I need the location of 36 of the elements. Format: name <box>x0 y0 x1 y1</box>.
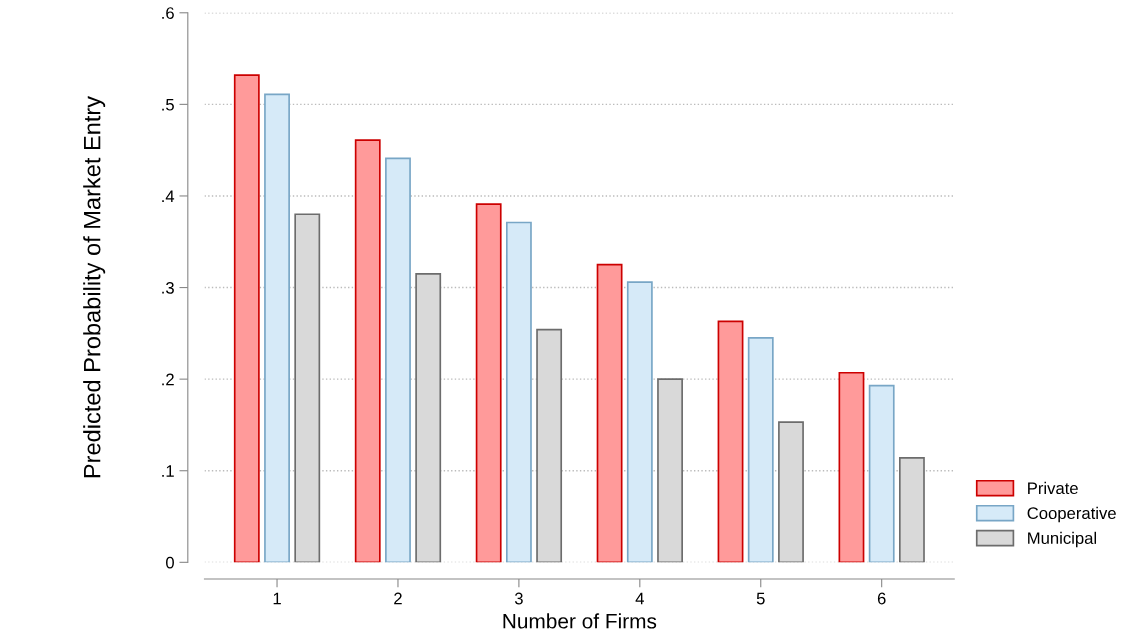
bar <box>475 203 502 563</box>
y-tick-label: .6 <box>162 7 174 19</box>
bar <box>717 320 744 563</box>
x-tick-label: 1 <box>273 592 281 605</box>
bar <box>838 371 865 563</box>
bar <box>505 221 532 563</box>
x-tick-label: 6 <box>877 592 886 605</box>
y-tick-label: .5 <box>162 98 174 111</box>
bar <box>294 213 321 563</box>
bar <box>747 337 774 563</box>
x-axis-title: Number of Firms <box>503 613 657 629</box>
x-tick-label: 4 <box>635 592 644 605</box>
bar <box>385 157 411 563</box>
y-tick-label: .2 <box>162 373 174 386</box>
y-tick-label: .4 <box>162 190 175 202</box>
bar <box>233 74 260 563</box>
y-axis-title: Predicted Probability of Market Entry <box>83 95 106 478</box>
y-tick-label: .1 <box>162 465 174 477</box>
x-tick-label: 3 <box>514 592 523 605</box>
bar <box>778 421 804 563</box>
bar <box>354 139 381 563</box>
bar <box>868 384 895 563</box>
x-tick-label: 2 <box>394 592 402 605</box>
bar <box>626 281 653 563</box>
bar <box>264 93 290 563</box>
legend-label: Municipal <box>1028 531 1097 548</box>
legend-label: Private <box>1028 481 1078 495</box>
y-tick-label: 0 <box>166 556 174 569</box>
bar <box>536 328 563 563</box>
x-tick-label: 5 <box>756 592 765 605</box>
y-tick-label: .3 <box>162 281 174 294</box>
bar <box>657 378 683 563</box>
bar <box>596 263 623 563</box>
bar <box>415 272 442 563</box>
bar <box>898 457 925 563</box>
legend-label: Cooperative <box>1027 506 1116 523</box>
